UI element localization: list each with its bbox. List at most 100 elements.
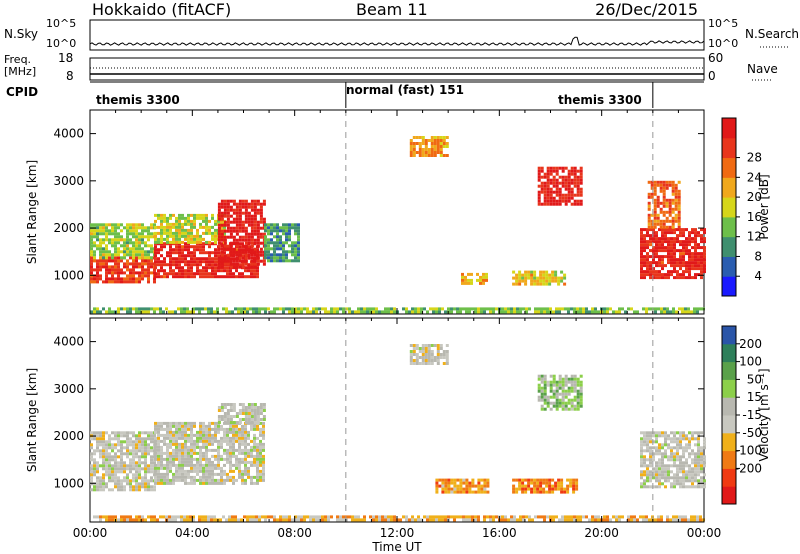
echo-cell xyxy=(160,275,163,279)
echo-cell xyxy=(232,211,236,215)
echo-cell xyxy=(573,193,577,197)
echo-cell xyxy=(554,279,558,283)
echo-cell xyxy=(163,475,166,479)
echo-cell xyxy=(196,430,199,434)
echo-cell xyxy=(442,154,446,157)
echo-cell xyxy=(154,451,157,455)
echo-cell xyxy=(557,484,561,488)
echo-cell xyxy=(190,430,193,434)
echo-cell xyxy=(688,473,691,477)
echo-cell xyxy=(665,183,669,187)
echo-cell xyxy=(220,472,223,476)
echo-cell xyxy=(208,254,211,258)
echo-cell xyxy=(114,470,117,474)
echo-cell xyxy=(202,219,205,223)
echo-cell xyxy=(129,443,132,447)
echo-cell xyxy=(253,481,256,485)
echo-cell xyxy=(558,199,562,203)
echo-cell xyxy=(184,275,187,279)
echo-cell xyxy=(190,436,193,440)
echo-cell xyxy=(244,481,247,485)
echo-cell xyxy=(123,446,126,450)
echo-cell xyxy=(569,478,573,482)
echo-cell xyxy=(678,307,681,311)
echo-cell xyxy=(417,310,420,314)
echo-cell xyxy=(618,310,621,314)
echo-cell xyxy=(548,487,552,491)
echo-cell xyxy=(229,460,232,464)
echo-cell xyxy=(90,277,93,281)
echo-cell xyxy=(132,476,135,480)
echo-cell xyxy=(154,213,157,217)
echo-cell xyxy=(163,216,166,220)
echo-cell xyxy=(187,234,190,238)
echo-cell xyxy=(250,460,253,464)
echo-cell xyxy=(172,454,175,458)
echo-cell xyxy=(360,310,363,314)
echo-cell xyxy=(235,217,239,221)
echo-cell xyxy=(229,403,233,406)
echo-cell xyxy=(90,259,93,263)
echo-cell xyxy=(439,136,443,139)
echo-cell xyxy=(132,235,135,239)
echo-cell xyxy=(282,310,285,314)
echo-cell xyxy=(546,199,550,203)
echo-cell xyxy=(238,412,242,415)
echo-cell xyxy=(175,228,178,232)
echo-cell xyxy=(244,445,247,449)
echo-cell xyxy=(138,238,141,242)
echo-cell xyxy=(645,307,648,311)
echo-cell xyxy=(468,487,472,491)
echo-cell xyxy=(259,439,262,443)
echo-cell xyxy=(664,455,667,459)
echo-cell xyxy=(546,172,550,176)
echo-cell xyxy=(247,442,250,446)
echo-cell xyxy=(144,229,147,233)
echo-cell xyxy=(93,470,96,474)
echo-cell xyxy=(256,259,260,263)
echo-cell xyxy=(250,418,254,421)
echo-cell xyxy=(141,238,144,242)
echo-cell xyxy=(415,359,419,362)
echo-cell xyxy=(153,515,156,519)
echo-cell xyxy=(555,187,559,191)
echo-cell xyxy=(141,310,144,314)
echo-cell xyxy=(477,487,481,491)
echo-cell xyxy=(667,446,670,450)
echo-cell xyxy=(93,464,96,468)
echo-cell xyxy=(405,518,408,522)
echo-cell xyxy=(650,213,654,217)
echo-cell xyxy=(202,457,205,461)
echo-cell xyxy=(163,442,166,446)
echo-cell xyxy=(138,485,141,489)
echo-cell xyxy=(132,467,135,471)
echo-cell xyxy=(175,478,178,482)
echo-cell xyxy=(241,472,244,476)
echo-cell xyxy=(244,275,247,279)
panel-velocity-echo-region-5 xyxy=(512,478,579,494)
echo-cell xyxy=(412,136,416,139)
echo-cell xyxy=(664,479,667,483)
echo-cell xyxy=(165,307,168,311)
echo-cell xyxy=(703,479,706,483)
echo-cell xyxy=(220,466,223,470)
echo-cell xyxy=(259,442,262,446)
echo-cell xyxy=(685,461,688,465)
echo-cell xyxy=(703,264,706,268)
echo-cell xyxy=(247,469,250,473)
echo-cell xyxy=(549,181,553,185)
echo-cell xyxy=(560,487,564,491)
echo-cell xyxy=(552,166,556,170)
echo-cell xyxy=(668,198,672,202)
echo-cell xyxy=(279,253,282,257)
echo-cell xyxy=(184,454,187,458)
echo-cell xyxy=(679,434,682,438)
echo-cell xyxy=(99,437,102,441)
echo-cell xyxy=(262,466,265,470)
echo-cell xyxy=(147,479,150,483)
echo-cell xyxy=(564,392,568,396)
echo-cell xyxy=(114,238,117,242)
echo-cell xyxy=(436,362,440,365)
echo-cell xyxy=(223,412,227,415)
echo-cell xyxy=(591,310,594,314)
